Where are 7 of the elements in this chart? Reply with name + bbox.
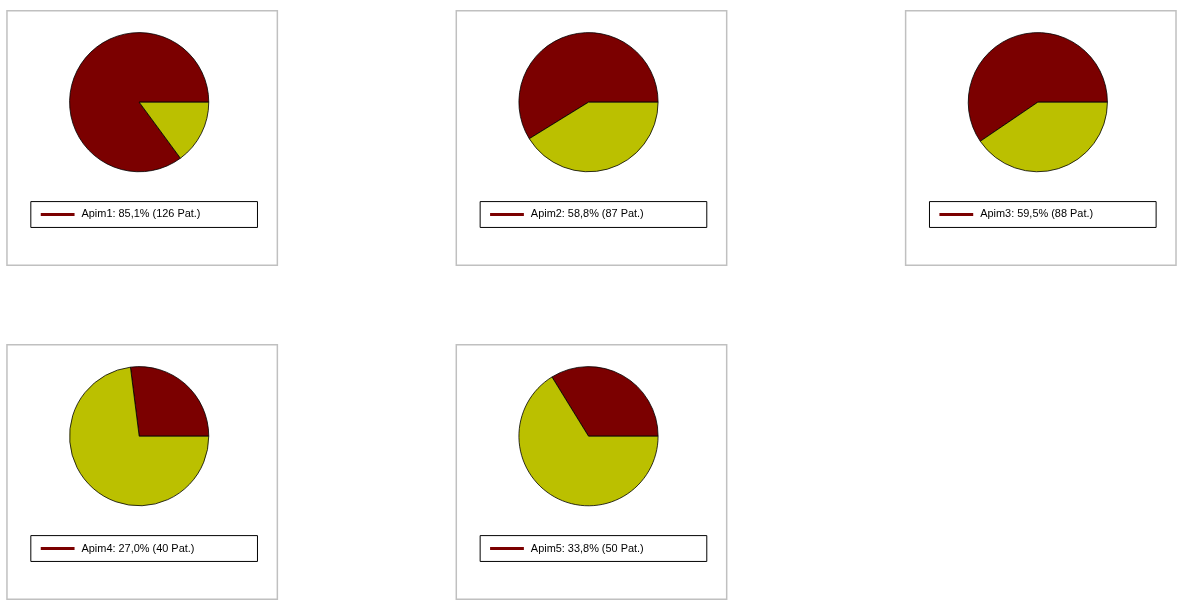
pie-slice — [69, 32, 210, 173]
legend-label: Apim1: 85,1% (126 Pat.) — [81, 207, 201, 220]
legend-label: Apim5: 33,8% (50 Pat.) — [530, 541, 644, 554]
legend-label: Apim2: 58,8% (87 Pat.) — [530, 207, 644, 220]
pie-slice — [69, 366, 210, 507]
legend-label: Apim4: 27,0% (40 Pat.) — [81, 541, 195, 554]
legend-label: Apim3: 59,5% (88 Pat.) — [980, 207, 1094, 220]
